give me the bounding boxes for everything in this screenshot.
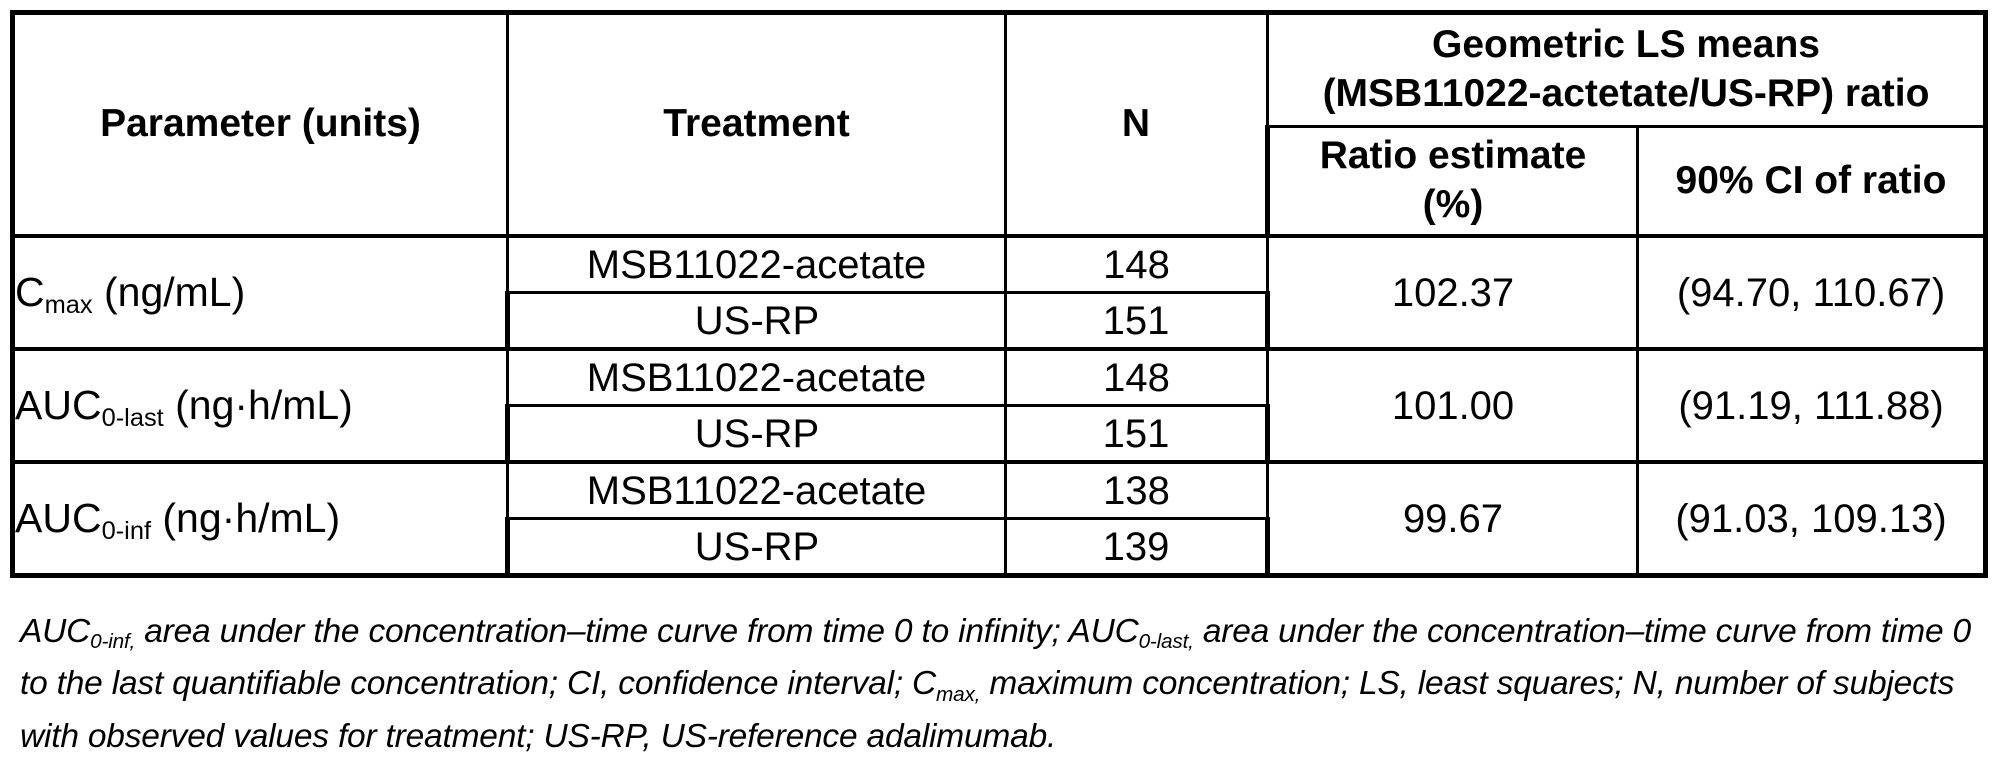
parameter-subscript: max (45, 291, 93, 319)
parameter-base: AUC (15, 495, 102, 541)
cell-treatment: US-RP (508, 519, 1006, 576)
cell-n: 151 (1006, 406, 1268, 463)
footnote-subscript: 0-last, (1139, 630, 1194, 653)
cell-treatment: MSB11022-acetate (508, 349, 1006, 406)
header-geometric-ls-means-line2: (MSB11022-actetate/US-RP) ratio (1269, 70, 1983, 119)
footnote-subscript: max, (936, 683, 980, 706)
footnote-text: area under the concentration–time curve … (135, 613, 1138, 650)
cell-n: 151 (1006, 293, 1268, 350)
cell-ratio-estimate: 101.00 (1268, 349, 1638, 462)
table-row: Cmax (ng/mL) MSB11022-acetate 148 102.37… (13, 236, 1986, 293)
header-ratio-estimate-line2: (%) (1270, 181, 1636, 230)
footnote-text: AUC (20, 613, 90, 650)
cell-n: 138 (1006, 462, 1268, 519)
cell-ci: (91.03, 109.13) (1638, 462, 1986, 576)
cell-n: 139 (1006, 519, 1268, 576)
pk-ratio-table: Parameter (units) Treatment N Geometric … (10, 10, 1988, 578)
cell-treatment: US-RP (508, 406, 1006, 463)
cell-treatment: MSB11022-acetate (508, 462, 1006, 519)
header-ratio-estimate-line1: Ratio estimate (1270, 132, 1636, 181)
header-90ci: 90% CI of ratio (1638, 127, 1986, 237)
header-n: N (1006, 13, 1268, 237)
parameter-units: (ng·h/mL) (164, 382, 353, 428)
cell-treatment: US-RP (508, 293, 1006, 350)
cell-treatment: MSB11022-acetate (508, 236, 1006, 293)
header-parameter: Parameter (units) (13, 13, 508, 237)
footnote: AUC0-inf, area under the concentration–t… (20, 606, 1982, 764)
table-row: AUC0-inf (ng·h/mL) MSB11022-acetate 138 … (13, 462, 1986, 519)
cell-parameter-auc0inf: AUC0-inf (ng·h/mL) (13, 462, 508, 576)
header-geometric-ls-means: Geometric LS means (MSB11022-actetate/US… (1268, 13, 1986, 127)
parameter-subscript: 0-last (102, 404, 164, 432)
header-ratio-estimate: Ratio estimate (%) (1268, 127, 1638, 237)
footnote-subscript: 0-inf, (90, 630, 135, 653)
table-header: Parameter (units) Treatment N Geometric … (13, 13, 1986, 237)
parameter-subscript: 0-inf (102, 517, 151, 545)
cell-ci: (94.70, 110.67) (1638, 236, 1986, 349)
parameter-base: C (15, 269, 45, 315)
parameter-base: AUC (15, 382, 102, 428)
cell-ratio-estimate: 99.67 (1268, 462, 1638, 576)
cell-ci: (91.19, 111.88) (1638, 349, 1986, 462)
header-treatment: Treatment (508, 13, 1006, 237)
cell-parameter-cmax: Cmax (ng/mL) (13, 236, 508, 349)
cell-n: 148 (1006, 236, 1268, 293)
cell-ratio-estimate: 102.37 (1268, 236, 1638, 349)
parameter-units: (ng·h/mL) (151, 495, 340, 541)
header-geometric-ls-means-line1: Geometric LS means (1269, 21, 1983, 70)
cell-n: 148 (1006, 349, 1268, 406)
table-row: AUC0-last (ng·h/mL) MSB11022-acetate 148… (13, 349, 1986, 406)
cell-parameter-auc0last: AUC0-last (ng·h/mL) (13, 349, 508, 462)
parameter-units: (ng/mL) (93, 269, 246, 315)
